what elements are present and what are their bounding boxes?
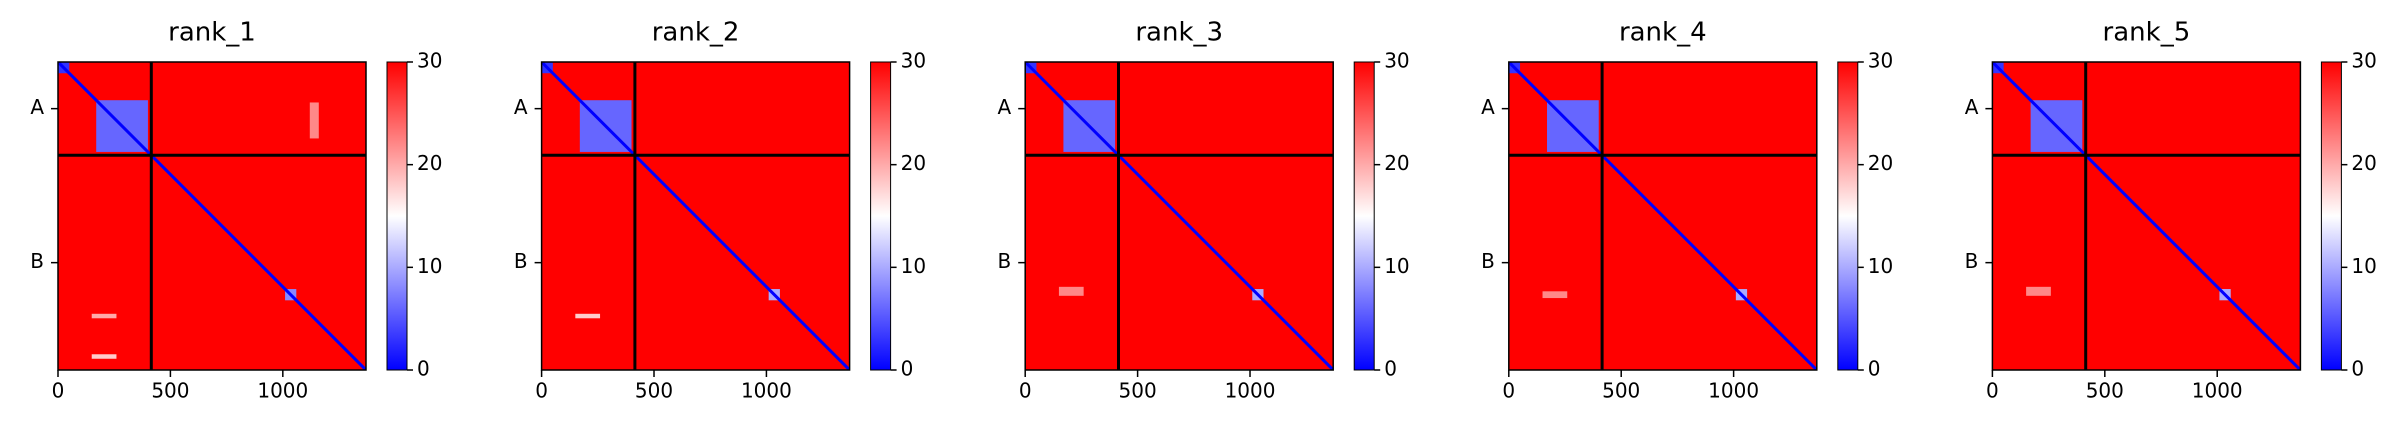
heatmap-block xyxy=(1058,286,1084,296)
colorbar-tick-label: 0 xyxy=(2351,357,2364,381)
heatmap xyxy=(1992,62,2301,370)
x-tick-label: 1000 xyxy=(741,379,792,403)
heatmap-block xyxy=(91,313,117,319)
x-tick-label: 1000 xyxy=(257,379,308,403)
panel: rank_1 0 500 1000 A B 0 10 20 30 xyxy=(30,18,442,403)
colorbar xyxy=(2320,61,2342,371)
heatmap-block xyxy=(91,354,117,359)
y-tick-label: B xyxy=(30,249,44,273)
x-tick-label: 500 xyxy=(1119,379,1157,403)
x-tick-label: 500 xyxy=(635,379,673,403)
frame xyxy=(1508,61,1818,371)
x-tick-label: 500 xyxy=(151,379,189,403)
panel-title: rank_5 xyxy=(2103,18,2191,48)
y-tick-label: B xyxy=(514,249,528,273)
colorbar-tick-label: 20 xyxy=(2351,151,2376,175)
x-tick-label: 1000 xyxy=(1225,379,1276,403)
y-tick-label: A xyxy=(514,95,528,119)
colorbar-tick-label: 0 xyxy=(1868,357,1881,381)
heatmap-block xyxy=(2026,286,2051,296)
y-tick-label: A xyxy=(998,95,1012,119)
colorbar-tick-label: 0 xyxy=(1384,357,1397,381)
colorbar-tick-label: 30 xyxy=(2351,49,2376,73)
heatmap-block xyxy=(1542,291,1568,299)
y-tick-label: B xyxy=(997,249,1011,273)
colorbar-tick-label: 30 xyxy=(1868,49,1893,73)
heatmap xyxy=(541,62,850,370)
heatmap xyxy=(58,62,366,370)
colorbar-tick-label: 10 xyxy=(901,254,926,278)
panel-title: rank_4 xyxy=(1619,18,1707,48)
heatmap xyxy=(1508,62,1817,370)
panel-title: rank_3 xyxy=(1135,18,1223,48)
colorbar-tick-label: 30 xyxy=(1384,49,1409,73)
colorbar xyxy=(870,61,892,371)
heatmap xyxy=(1025,62,1334,370)
frame xyxy=(57,61,367,371)
colorbar xyxy=(1353,61,1375,371)
frame xyxy=(1991,61,2302,371)
panel: rank_3 0 500 1000 A B 0 10 20 30 xyxy=(997,18,1409,403)
heatmap-block xyxy=(575,313,601,319)
panel: rank_2 0 500 1000 A B 0 10 20 30 xyxy=(514,18,926,403)
diagonal xyxy=(58,62,366,370)
panel: rank_5 0 500 1000 A B 0 10 20 30 xyxy=(1965,18,2377,403)
x-tick-label: 0 xyxy=(52,379,65,403)
x-tick-label: 0 xyxy=(1502,379,1515,403)
diagonal xyxy=(1025,62,1334,370)
colorbar-tick-label: 10 xyxy=(1384,254,1409,278)
panel: rank_4 0 500 1000 A B 0 10 20 30 xyxy=(1481,18,1893,403)
diagonal xyxy=(1992,62,2301,370)
panel-title: rank_1 xyxy=(168,18,256,48)
x-tick-label: 0 xyxy=(1019,379,1032,403)
colorbar-tick-label: 10 xyxy=(2351,254,2376,278)
colorbar-tick-label: 10 xyxy=(417,254,442,278)
colorbar-tick-label: 10 xyxy=(1868,254,1893,278)
x-tick-label: 1000 xyxy=(1708,379,1759,403)
panel-title: rank_2 xyxy=(652,18,740,48)
x-tick-label: 0 xyxy=(1986,379,1999,403)
y-tick-label: A xyxy=(1965,95,1979,119)
colorbar-tick-label: 30 xyxy=(901,49,926,73)
colorbar xyxy=(386,61,408,371)
colorbar-tick-label: 20 xyxy=(1384,151,1409,175)
y-tick-label: A xyxy=(1481,95,1495,119)
heatmap-block xyxy=(309,102,319,139)
x-tick-label: 0 xyxy=(535,379,548,403)
colorbar-tick-label: 0 xyxy=(417,357,430,381)
colorbar-tick-label: 20 xyxy=(417,151,442,175)
y-tick-label: B xyxy=(1481,249,1495,273)
y-tick-label: B xyxy=(1965,249,1979,273)
y-tick-label: A xyxy=(30,95,44,119)
x-tick-label: 500 xyxy=(2086,379,2124,403)
diagonal xyxy=(1508,62,1817,370)
colorbar xyxy=(1837,61,1859,371)
colorbar-tick-label: 20 xyxy=(1868,151,1893,175)
colorbar-tick-label: 20 xyxy=(901,151,926,175)
colorbar-tick-label: 0 xyxy=(901,357,914,381)
frame xyxy=(1024,61,1334,371)
colorbar-tick-label: 30 xyxy=(417,49,442,73)
frame xyxy=(540,61,851,371)
x-tick-label: 1000 xyxy=(2192,379,2243,403)
x-tick-label: 500 xyxy=(1602,379,1640,403)
diagonal xyxy=(541,62,850,370)
